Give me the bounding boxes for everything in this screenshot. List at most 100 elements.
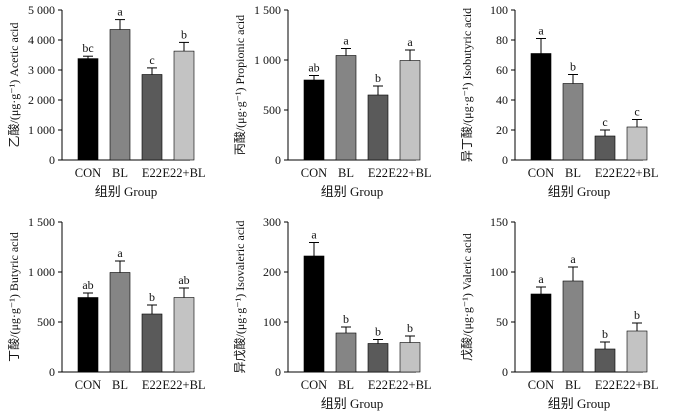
significance-letter: c (602, 115, 607, 129)
bar-bl (562, 83, 584, 161)
bar-bl (562, 280, 584, 373)
significance-letter: b (149, 290, 155, 304)
category-label: BL (112, 378, 128, 392)
significance-letter: a (117, 246, 123, 260)
bar-con (530, 293, 552, 373)
significance-letter: bc (82, 41, 93, 55)
x-axis-title: 组别 Group (548, 396, 610, 411)
y-axis-title: 异戊酸/(μg·g⁻¹) Isovaleric acid (232, 221, 247, 374)
y-tick-label: 1 500 (254, 3, 281, 17)
bar-e22-plus-bl (173, 50, 195, 161)
significance-letter: ab (178, 273, 189, 287)
category-label: E22 (142, 378, 162, 392)
y-tick-label: 0 (502, 153, 508, 167)
bar-e22-plus-bl (173, 297, 195, 373)
y-tick-label: 40 (496, 93, 508, 107)
category-label: BL (565, 378, 581, 392)
category-label: CON (528, 378, 554, 392)
bar-e22-plus-bl (399, 342, 421, 373)
bar-e22-plus-bl (626, 126, 648, 161)
chart-panel-1: 0 1 000 2 000 3 000 4 000 5 000 bc CON a BL c E22 b E… (6, 3, 206, 199)
bar-bl (109, 29, 131, 161)
significance-letter: ab (308, 61, 319, 75)
x-axis-title: 组别 Group (321, 396, 383, 411)
significance-letter: a (343, 34, 349, 48)
bar-bl (335, 55, 357, 161)
y-axis-title: 戊酸/(μg·g⁻¹) Valeric acid (459, 233, 474, 361)
y-tick-label: 5 000 (28, 3, 55, 17)
y-tick-label: 500 (263, 103, 281, 117)
chart-panel-5: 0 100 200 300 a CON b BL b E22 b E22+BL 异戊酸/(μg·g⁻¹)… (232, 215, 432, 411)
category-label: E22 (368, 378, 388, 392)
category-label: E22 (368, 166, 388, 180)
category-label: CON (301, 378, 327, 392)
category-label: E22+BL (162, 378, 205, 392)
y-tick-label: 1 000 (28, 123, 55, 137)
y-tick-label: 3 000 (28, 63, 55, 77)
significance-letter: b (570, 60, 576, 74)
y-tick-label: 20 (496, 123, 508, 137)
significance-letter: c (634, 105, 639, 119)
significance-letter: b (602, 327, 608, 341)
y-tick-label: 2 000 (28, 93, 55, 107)
category-label: CON (75, 166, 101, 180)
bar-e22 (367, 94, 389, 161)
bar-bl (109, 272, 131, 373)
category-label: E22+BL (162, 166, 205, 180)
y-tick-label: 150 (490, 215, 508, 229)
bar-bl (335, 332, 357, 373)
significance-letter: a (117, 5, 123, 19)
category-label: E22+BL (615, 378, 658, 392)
category-label: BL (112, 166, 128, 180)
y-tick-label: 300 (263, 215, 281, 229)
y-tick-label: 200 (263, 265, 281, 279)
bar-con (303, 79, 325, 161)
significance-letter: b (375, 71, 381, 85)
y-axis-title: 丁酸/(μg·g⁻¹) Butyric acid (6, 232, 21, 362)
significance-letter: a (570, 252, 576, 266)
significance-letter: b (343, 312, 349, 326)
y-tick-label: 50 (496, 315, 508, 329)
y-tick-label: 80 (496, 33, 508, 47)
significance-letter: a (311, 228, 317, 242)
y-axis-title: 丙酸/(μg·g⁻¹) Propionic acid (232, 15, 247, 155)
y-tick-label: 100 (263, 315, 281, 329)
y-tick-label: 0 (275, 153, 281, 167)
bar-e22 (594, 348, 616, 373)
bar-con (530, 53, 552, 161)
y-tick-label: 60 (496, 63, 508, 77)
significance-letter: ab (82, 278, 93, 292)
bar-con (77, 297, 99, 373)
category-label: E22+BL (388, 166, 431, 180)
significance-letter: a (407, 35, 413, 49)
chart-panel-4: 0 500 1 000 1 500 ab CON a BL b E22 ab E22+BL 丁酸/(μg… (6, 215, 206, 392)
category-label: BL (338, 378, 354, 392)
significance-letter: b (375, 325, 381, 339)
y-tick-label: 0 (49, 365, 55, 379)
y-tick-label: 0 (502, 365, 508, 379)
category-label: E22 (142, 166, 162, 180)
bar-e22-plus-bl (626, 330, 648, 373)
category-label: E22 (595, 378, 615, 392)
category-label: CON (528, 166, 554, 180)
y-tick-label: 100 (490, 265, 508, 279)
category-label: CON (301, 166, 327, 180)
category-label: CON (75, 378, 101, 392)
significance-letter: b (634, 308, 640, 322)
chart-panel-2: 0 500 1 000 1 500 ab CON a BL b E22 a E22+BL 丙酸/(μg·… (232, 3, 432, 199)
y-tick-label: 100 (490, 3, 508, 17)
category-label: E22+BL (615, 166, 658, 180)
y-axis-title: 乙酸/(μg·g⁻¹) Acetic acid (6, 23, 21, 148)
significance-letter: a (538, 24, 544, 38)
bar-e22 (141, 74, 163, 161)
category-label: E22+BL (388, 378, 431, 392)
y-tick-label: 1 500 (28, 215, 55, 229)
bar-con (77, 58, 99, 161)
category-label: E22 (595, 166, 615, 180)
bar-e22 (141, 313, 163, 373)
significance-letter: b (407, 321, 413, 335)
y-tick-label: 1 000 (28, 265, 55, 279)
bar-e22 (367, 343, 389, 373)
bar-con (303, 255, 325, 373)
